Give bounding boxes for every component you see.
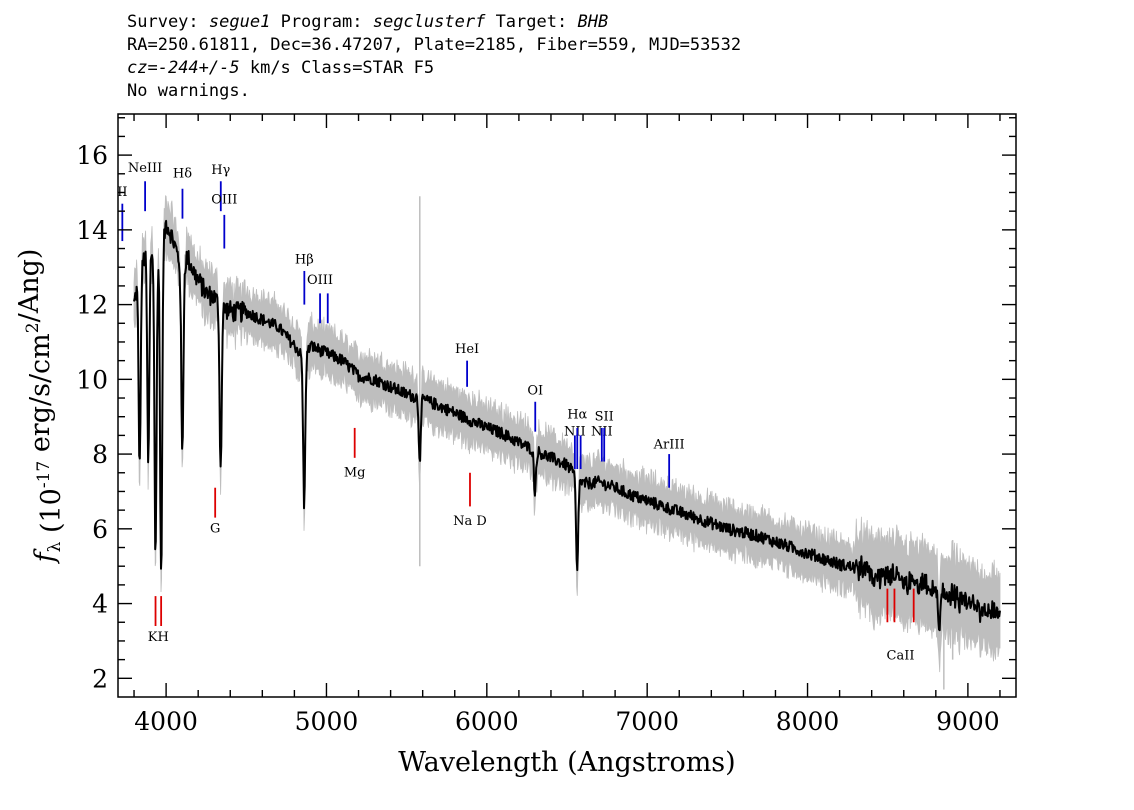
x-tick-label: 8000 xyxy=(776,707,840,736)
cz-class: km/s Class=STAR F5 xyxy=(239,58,435,78)
noise-band xyxy=(133,195,1001,673)
x-axis-title: Wavelength (Angstroms) xyxy=(398,747,735,778)
plot-frame xyxy=(117,113,1017,698)
emission-line-label: OIII xyxy=(307,273,333,288)
header-line-redshift: cz=-244+/-5 km/s Class=STAR F5 xyxy=(127,57,741,80)
emission-line-label: SII xyxy=(595,409,614,424)
cz-prefix: cz= xyxy=(127,58,158,78)
header-line-warnings: No warnings. xyxy=(127,81,250,101)
survey-label: Survey: xyxy=(127,12,199,32)
y-axis-title-part: λ xyxy=(45,541,65,552)
axis-ticks: 4000 5000 6000 7000 8000 9000 2 4 6 8 10 12 14 16 xyxy=(76,114,1016,736)
absorption-line-label: Mg xyxy=(344,466,366,481)
y-tick-label: 10 xyxy=(76,365,108,394)
y-axis-title-part: -17 xyxy=(34,461,54,488)
emission-line-label: Hβ xyxy=(295,252,314,267)
program-label: Program: xyxy=(280,12,363,32)
spectrum-line xyxy=(133,219,1001,632)
y-tick-label: 14 xyxy=(76,216,108,245)
emission-line-label: Hδ xyxy=(173,167,192,182)
y-tick-label: 4 xyxy=(92,590,108,619)
spectrum-layer xyxy=(133,219,1001,632)
y-axis-title-part: 2 xyxy=(23,322,43,333)
emission-line-label: OI xyxy=(527,383,543,398)
target-label: Target: xyxy=(495,12,568,32)
emission-line-label: NII xyxy=(564,424,586,439)
cz-value: -244+/-5 xyxy=(157,58,240,78)
y-tick-label: 16 xyxy=(76,141,108,170)
absorption-line-label: G xyxy=(210,522,220,537)
y-tick-label: 2 xyxy=(92,664,108,693)
y-axis-title-part: /Ang) xyxy=(14,249,45,323)
absorption-line-label: Na D xyxy=(453,514,487,529)
spectrum-header: Survey: segue1 Program: segclusterf Targ… xyxy=(127,11,741,103)
y-axis-title-part: f xyxy=(30,548,61,564)
noise-layer xyxy=(133,195,1001,690)
x-tick-label: 5000 xyxy=(295,707,359,736)
header-line-coordinates: RA=250.61811, Dec=36.47207, Plate=2185, … xyxy=(127,35,742,55)
emission-line-label: NII xyxy=(591,424,613,439)
y-tick-label: 8 xyxy=(92,440,108,469)
emission-line-label: NeIII xyxy=(128,161,162,176)
header-line-survey: Survey: segue1 Program: segclusterf Targ… xyxy=(127,11,741,34)
y-axis-title-part: erg/s/cm xyxy=(25,333,56,461)
target-value: BHB xyxy=(577,12,609,32)
program-value: segclusterf xyxy=(372,12,486,32)
x-tick-label: 7000 xyxy=(615,707,679,736)
emission-line-label: HeI xyxy=(455,342,479,357)
emission-line-label: OIII xyxy=(211,193,237,208)
survey-value: segue1 xyxy=(208,12,271,32)
x-tick-label: 4000 xyxy=(134,707,198,736)
emission-line-label: ArIII xyxy=(653,437,685,452)
absorption-line-label: KH xyxy=(148,630,169,645)
y-axis-title-part: (10 xyxy=(36,488,67,541)
y-tick-label: 12 xyxy=(76,291,108,320)
absorption-line-label: CaII xyxy=(887,649,915,664)
y-tick-label: 6 xyxy=(92,515,108,544)
y-axis-title: fλ (10-17 erg/s/cm2/Ang) xyxy=(14,249,67,565)
x-tick-label: 6000 xyxy=(455,707,519,736)
x-tick-label: 9000 xyxy=(936,707,1000,736)
emission-line-label: Hα xyxy=(567,408,587,423)
emission-line-label: Hγ xyxy=(211,163,230,178)
